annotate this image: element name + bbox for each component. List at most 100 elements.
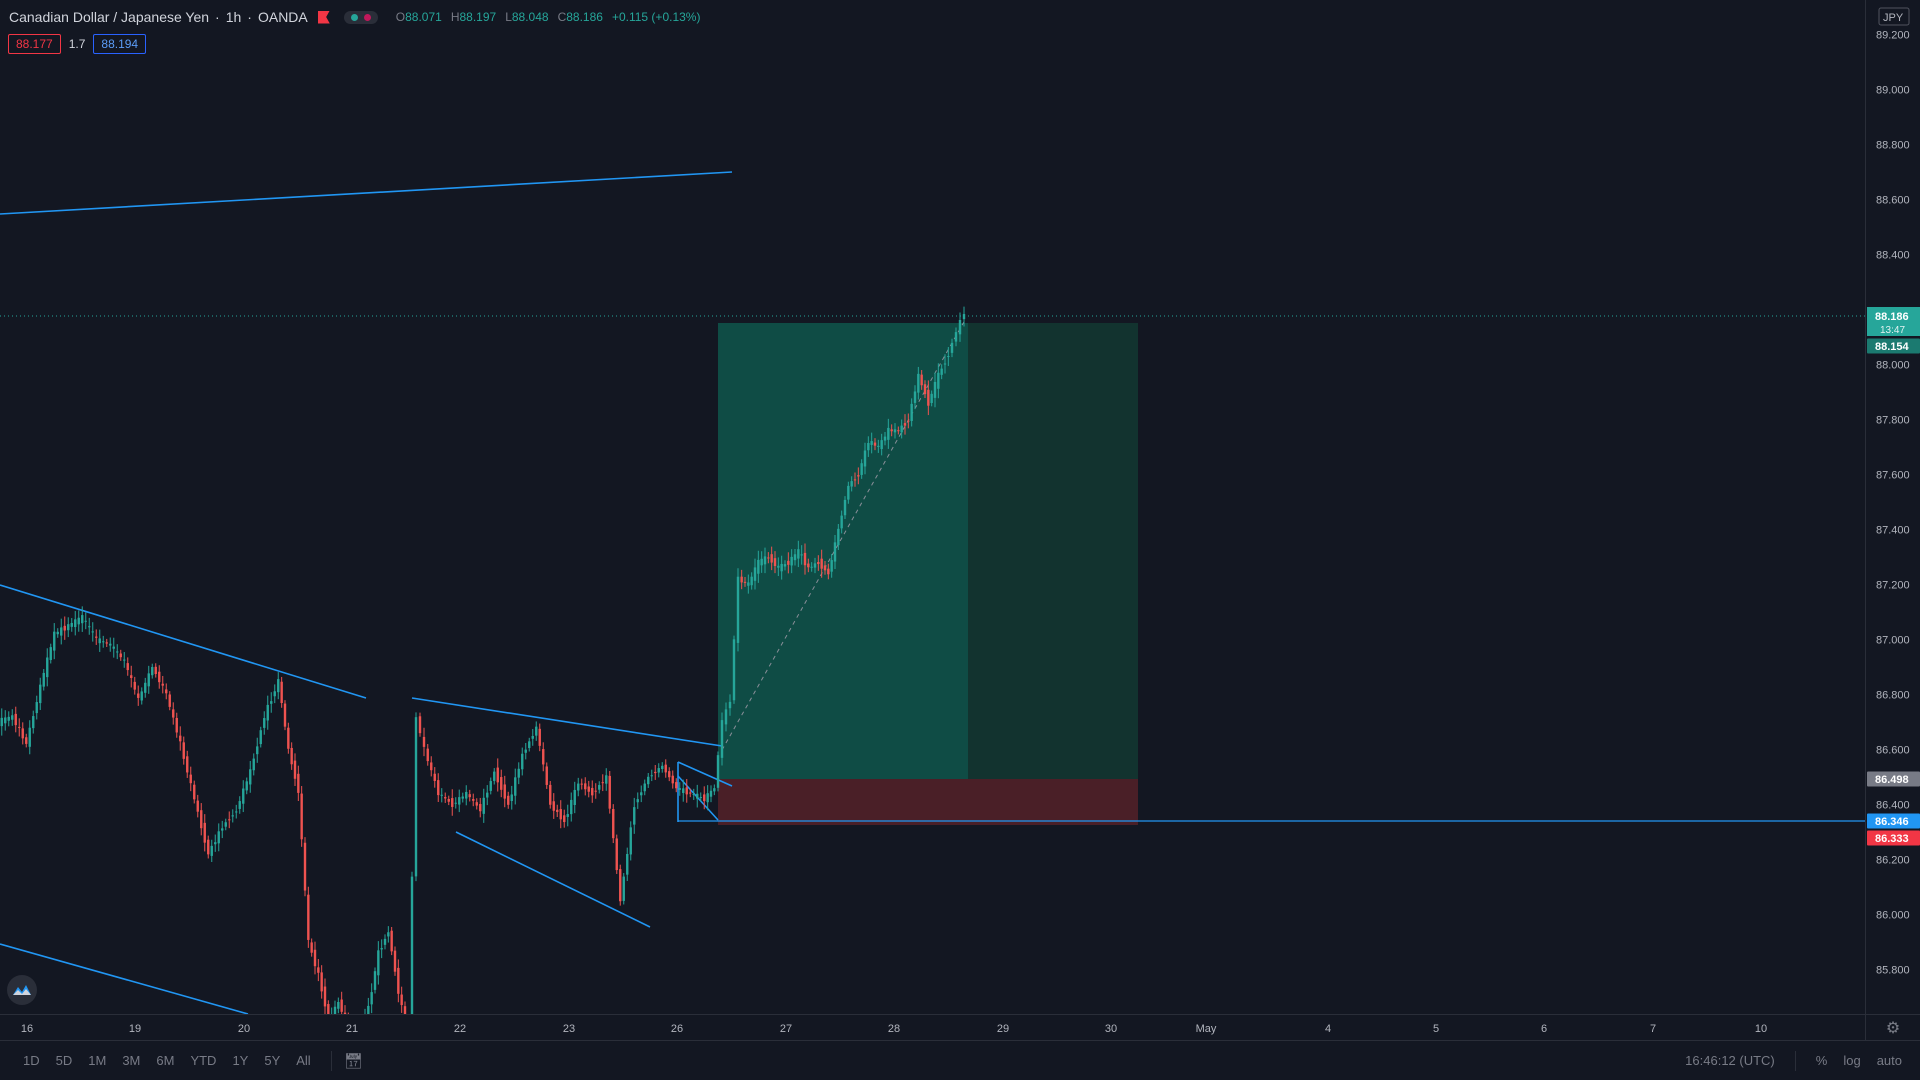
trendlines[interactable]	[0, 171, 1865, 1014]
candle[interactable]	[820, 549, 823, 578]
candle[interactable]	[273, 684, 276, 704]
candle[interactable]	[643, 779, 646, 796]
candle[interactable]	[440, 788, 443, 803]
buy-sell-panel[interactable]: 88.177 1.7 88.194	[8, 34, 147, 54]
candle[interactable]	[290, 742, 293, 770]
timeframe-5y[interactable]: 5Y	[264, 1053, 281, 1068]
candle[interactable]	[528, 737, 531, 752]
candle[interactable]	[619, 864, 622, 906]
chart-svg[interactable]	[0, 0, 1865, 1014]
candle[interactable]	[493, 768, 496, 785]
candle[interactable]	[400, 986, 403, 1013]
candle[interactable]	[840, 510, 843, 534]
candle[interactable]	[608, 770, 611, 814]
candle[interactable]	[803, 543, 807, 575]
target-zone-rest[interactable]	[968, 323, 1138, 779]
candle[interactable]	[390, 926, 393, 956]
candle[interactable]	[119, 649, 122, 661]
candle[interactable]	[584, 777, 587, 796]
timeframe-1m[interactable]: 1M	[88, 1053, 107, 1068]
candle[interactable]	[323, 978, 327, 1014]
candle[interactable]	[833, 534, 837, 569]
candle[interactable]	[259, 726, 262, 748]
candle[interactable]	[144, 677, 147, 698]
candle[interactable]	[91, 622, 94, 642]
candle[interactable]	[507, 791, 510, 809]
candle[interactable]	[266, 695, 269, 730]
candle[interactable]	[458, 789, 461, 813]
candle[interactable]	[910, 398, 913, 427]
exchange-label[interactable]: OANDA	[257, 9, 308, 25]
candle[interactable]	[594, 783, 597, 799]
candle[interactable]	[692, 788, 695, 800]
candle[interactable]	[433, 767, 436, 788]
legend-status-pill[interactable]	[343, 10, 378, 24]
candle[interactable]	[98, 629, 101, 652]
candle[interactable]	[14, 706, 17, 733]
candle[interactable]	[158, 665, 161, 689]
timeframe-all[interactable]: All	[296, 1053, 311, 1068]
candle[interactable]	[706, 785, 709, 811]
timeframe-1y[interactable]: 1Y	[232, 1053, 249, 1068]
candle[interactable]	[559, 800, 562, 829]
candle[interactable]	[724, 702, 728, 732]
candle[interactable]	[817, 555, 820, 571]
candle[interactable]	[393, 946, 397, 976]
upper-channel-line[interactable]	[0, 171, 733, 215]
last-price-badge[interactable]: 88.186 13:47	[1867, 307, 1920, 336]
candle[interactable]	[747, 574, 750, 594]
stop-zone[interactable]	[718, 779, 1138, 825]
flag-icon[interactable]	[317, 10, 330, 24]
candle[interactable]	[954, 327, 958, 347]
candle[interactable]	[39, 677, 42, 710]
candle[interactable]	[77, 610, 80, 632]
candle[interactable]	[654, 765, 657, 780]
candle[interactable]	[217, 823, 220, 852]
candle[interactable]	[657, 763, 660, 778]
candle[interactable]	[479, 797, 482, 818]
candle[interactable]	[426, 744, 429, 766]
candle[interactable]	[800, 545, 803, 565]
candle[interactable]	[137, 685, 140, 706]
candle[interactable]	[263, 711, 266, 735]
candle[interactable]	[447, 795, 450, 806]
candle[interactable]	[503, 775, 506, 808]
currency-tag[interactable]: JPY	[1878, 7, 1910, 26]
candle[interactable]	[521, 747, 524, 776]
candle[interactable]	[685, 779, 688, 803]
candle[interactable]	[514, 768, 517, 805]
candle[interactable]	[743, 577, 747, 587]
candle[interactable]	[245, 777, 248, 795]
candle[interactable]	[11, 709, 14, 726]
lower-channel-line[interactable]	[0, 943, 249, 1014]
candle[interactable]	[496, 758, 499, 792]
candle[interactable]	[147, 665, 150, 694]
candle[interactable]	[317, 959, 320, 982]
descending-support-1[interactable]	[455, 831, 651, 928]
candle[interactable]	[42, 669, 45, 691]
candle[interactable]	[720, 712, 724, 766]
candle[interactable]	[863, 442, 867, 475]
candle[interactable]	[46, 648, 49, 687]
candle[interactable]	[591, 780, 594, 803]
timeframe-6m[interactable]: 6M	[156, 1053, 175, 1068]
candle[interactable]	[461, 792, 464, 803]
candle[interactable]	[74, 611, 77, 636]
candle[interactable]	[63, 616, 66, 640]
candle[interactable]	[790, 549, 793, 574]
candle[interactable]	[570, 792, 573, 822]
candle[interactable]	[53, 623, 56, 660]
candle[interactable]	[270, 692, 273, 713]
timeframe-ytd[interactable]: YTD	[190, 1053, 217, 1068]
candle[interactable]	[907, 413, 910, 429]
candle[interactable]	[524, 742, 527, 760]
candle[interactable]	[81, 606, 84, 632]
candle[interactable]	[151, 663, 154, 679]
timeframe-5d[interactable]: 5D	[55, 1053, 73, 1068]
candle[interactable]	[383, 934, 387, 950]
candle[interactable]	[728, 694, 732, 716]
candle[interactable]	[552, 793, 555, 819]
candle[interactable]	[327, 1000, 330, 1014]
candle[interactable]	[770, 546, 773, 571]
candle[interactable]	[410, 871, 414, 1014]
